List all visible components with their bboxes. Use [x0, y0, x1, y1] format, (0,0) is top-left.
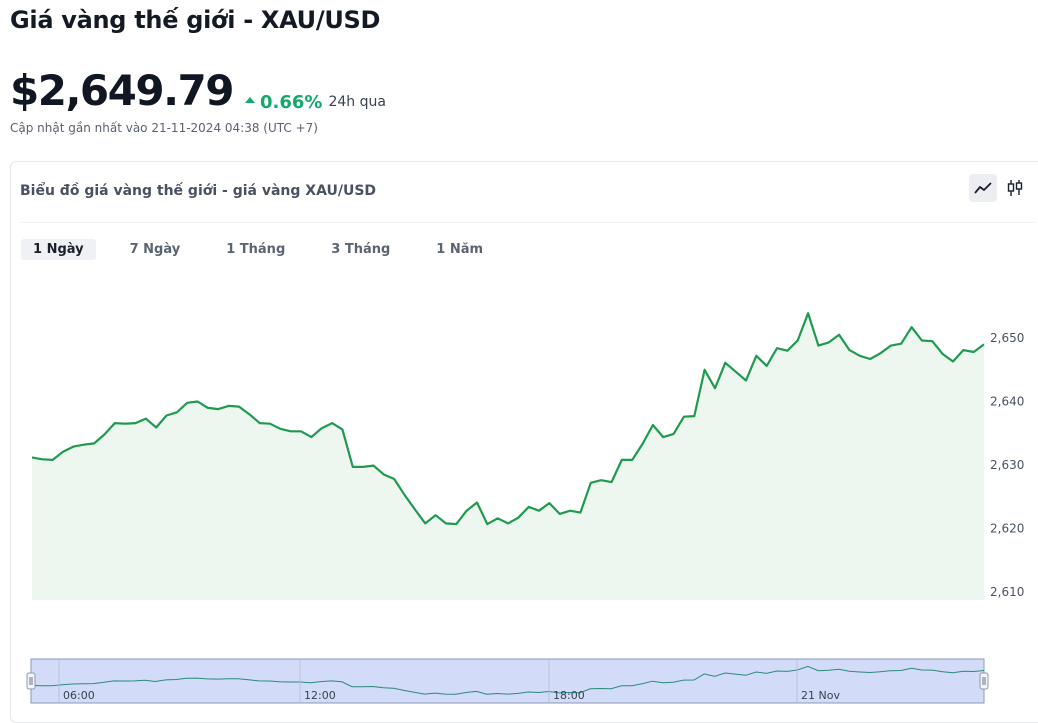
y-tick-label: 2,620	[990, 522, 1024, 536]
y-tick-label: 2,640	[990, 395, 1024, 409]
tab-1-month[interactable]: 1 Tháng	[226, 242, 286, 257]
price-row: $2,649.79 0.66% 24h qua	[10, 66, 386, 115]
y-tick-label: 2,610	[990, 585, 1024, 599]
last-updated: Cập nhật gần nhất vào 21-11-2024 04:38 (…	[10, 121, 318, 135]
line-chart-button[interactable]	[969, 174, 997, 202]
tab-1-day[interactable]: 1 Ngày	[21, 239, 96, 260]
navigator-left-handle[interactable]	[26, 672, 36, 690]
navigator-window[interactable]	[30, 658, 985, 704]
tab-1-year[interactable]: 1 Năm	[436, 242, 484, 257]
chart-type-switcher	[969, 174, 1033, 202]
price-area-fill	[32, 313, 984, 600]
range-tabs: 1 Ngày 7 Ngày 1 Tháng 3 Tháng 1 Năm	[21, 239, 517, 260]
navigator-right-handle[interactable]	[979, 672, 989, 690]
x-tick-label: 06:00	[63, 689, 95, 702]
card-divider	[21, 222, 1035, 223]
change-percent: 0.66%	[259, 91, 323, 113]
candlestick-button[interactable]	[1001, 174, 1029, 202]
x-tick-label: 18:00	[553, 689, 585, 702]
change-label: 24h qua	[328, 94, 386, 110]
x-tick-label: 21 Nov	[801, 689, 840, 702]
price-line	[31, 312, 985, 526]
y-tick-label: 2,630	[990, 458, 1024, 472]
line-chart-icon	[974, 182, 992, 194]
price-change: 0.66% 24h qua	[244, 91, 386, 113]
tab-7-days[interactable]: 7 Ngày	[129, 242, 181, 257]
up-arrow-icon	[244, 97, 255, 103]
x-tick-label: 12:00	[304, 689, 336, 702]
chart-card-title: Biểu đồ giá vàng thế giới - giá vàng XAU…	[20, 183, 377, 199]
tab-3-months[interactable]: 3 Tháng	[331, 242, 391, 257]
candlestick-icon	[1007, 180, 1023, 196]
navigator-series	[30, 665, 985, 695]
current-price: $2,649.79	[10, 66, 234, 115]
page-title: Giá vàng thế giới - XAU/USD	[10, 6, 381, 34]
y-tick-label: 2,650	[990, 331, 1024, 345]
